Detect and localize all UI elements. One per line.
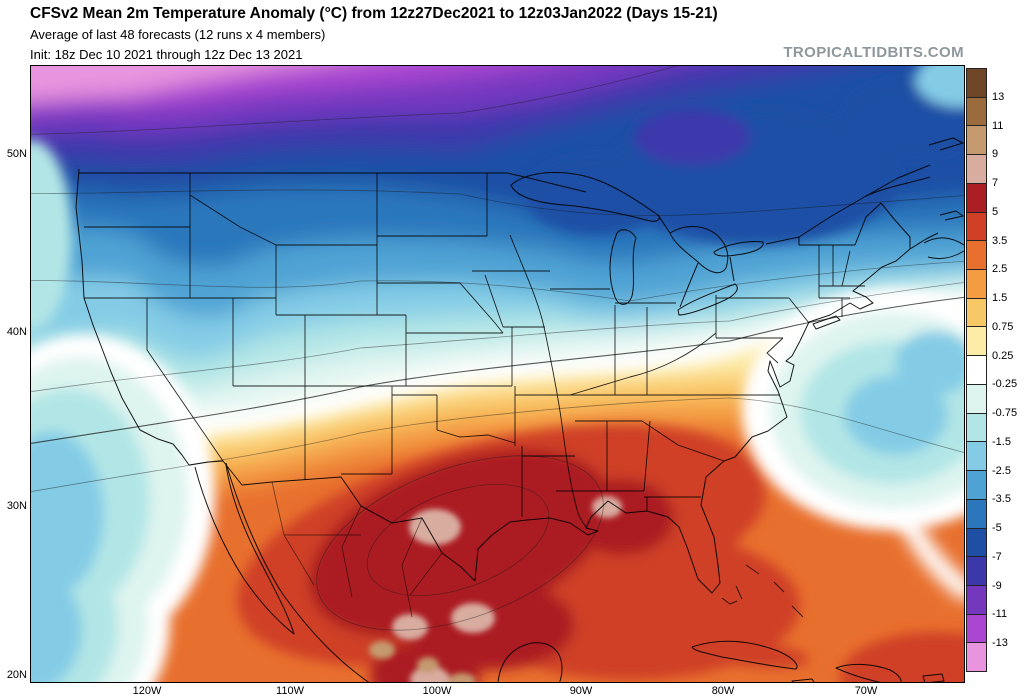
colorbar-segment [967,643,986,672]
lon-axis-label: 100W [422,685,452,697]
colorbar-tick-label: 7 [992,177,999,190]
lake-erie [677,283,738,316]
mexico-border [188,460,476,582]
colorbar-tick-label: 1.5 [992,292,1008,305]
lon-axis-label: 110W [276,685,304,697]
colorbar-tick-label: 0.25 [992,349,1014,362]
east-gulf-coast [474,248,911,594]
lake-michigan [609,229,637,305]
colorbar-segment [967,528,986,558]
colorbar-tick-label: 0.75 [992,320,1014,333]
warm-anomaly-cores [236,423,965,683]
colorbar-tick-label: -0.25 [992,378,1018,391]
colorbar-tick-label: 2.5 [992,263,1008,276]
colorbar-segment [967,442,986,472]
colorbar-tick-label: -5 [992,522,1002,535]
colorbar-tick-label: -1.5 [992,435,1011,448]
lon-axis-label: 70W [854,685,878,697]
colorbar-segment [967,212,986,242]
mexico-mainland-coast [225,462,371,683]
coastlines [75,137,965,683]
colorbar-segment [967,499,986,529]
colorbar-tick-label: -2.5 [992,464,1011,477]
yucatan [497,642,563,683]
baja-peninsula [194,464,295,635]
colorbar-segments [966,68,987,672]
colorbar-segment [967,471,986,500]
lon-axis-label: 90W [569,685,593,697]
lat-axis-label: 40N [6,326,27,338]
colorbar-tick-label: 9 [992,148,999,161]
colorbar-tick-label: -7 [992,550,1002,563]
page-title: CFSv2 Mean 2m Temperature Anomaly (°C) f… [30,5,718,22]
bahamas-keys [721,564,804,618]
coastal-cool-pockets [30,140,965,683]
anomaly-map-container [30,65,965,683]
colorbar-segment [967,585,986,615]
colorbar-tick-label: 11 [992,119,1004,132]
anomaly-map [30,65,965,683]
gulf-of-st-lawrence [865,137,965,260]
colorbar-tick-label: -9 [992,579,1002,592]
colorbar-segment [967,327,986,357]
colorbar-segment [967,97,986,127]
colorbar-segment [967,356,986,385]
cold-core-blobs [525,65,965,245]
long-island [812,315,841,330]
colorbar-segment [967,69,986,98]
colorbar-segment [967,413,986,443]
great-lakes-border-links [657,214,855,308]
zero-contour-line [30,296,965,445]
colorbar-tick-label: 3.5 [992,234,1008,247]
maine-border [854,202,911,249]
colorbar-tick-label: -3.5 [992,493,1011,506]
colorbar-segment [967,298,986,328]
init-time-line: Init: 18z Dec 10 2021 through 12z Dec 13… [30,47,303,62]
colorbar-segment [967,241,986,271]
colorbar-tick-label: -11 [992,608,1008,621]
west-coast [75,168,190,466]
canada-border [79,172,587,193]
colorbar-segment [967,557,986,586]
puerto-rico [922,673,945,683]
tropicaltidbits-watermark: TROPICALTIDBITS.COM [783,44,964,61]
colorbar-tick-label: -13 [992,637,1008,650]
lat-axis-label: 30N [6,500,27,512]
lat-axis-label: 20N [6,669,27,681]
colorbar-segment [967,614,986,644]
colorbar-segment [967,155,986,184]
state-borders [84,173,865,618]
colorbar-tick-label: 5 [992,205,999,218]
colorbar-segment [967,384,986,414]
cuba [691,640,798,670]
colorbar-tick-label: 13 [992,90,1005,103]
lake-ontario [713,241,764,257]
colorbar-segment [967,126,986,156]
hispaniola [835,663,902,683]
lon-axis-label: 80W [711,685,735,697]
lat-axis-label: 50N [6,148,27,160]
forecast-subtitle: Average of last 48 forecasts (12 runs x … [30,27,326,42]
colorbar-tick-label: -0.75 [992,407,1018,420]
lake-huron [669,226,729,274]
colorbar-segment [967,183,986,213]
contour-lines [30,65,965,631]
lon-axis-label: 120W [132,685,162,697]
great-lakes [510,172,764,316]
jamaica [791,678,816,683]
map-frame [30,65,965,683]
lake-superior [510,172,660,222]
colorbar-segment [967,270,986,299]
